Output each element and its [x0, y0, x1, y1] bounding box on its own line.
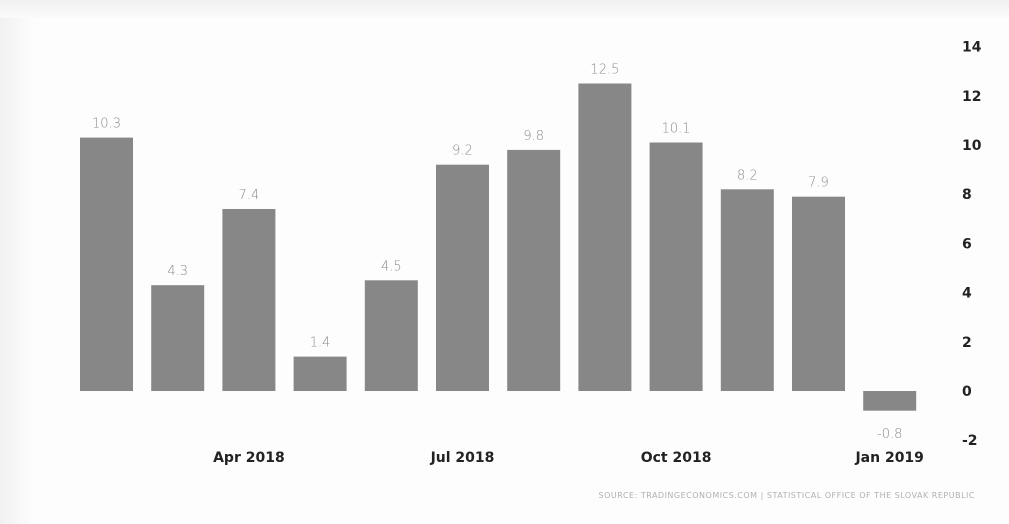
data-label-mar-2018: 4.3 — [167, 264, 188, 279]
y-tick-label: 12 — [962, 89, 981, 105]
y-axis: 14 12 10 8 6 4 2 0 -2 — [962, 40, 982, 450]
y-tick-label: 8 — [962, 187, 972, 203]
data-label-may-2018: 1.4 — [310, 336, 331, 351]
bar-labels-layer: 10.3 4.3 7.4 1.4 4.5 9.2 9.8 12.5 10.1 8.2 7.9 -0.8 — [92, 63, 902, 443]
source-note: SOURCE: TRADINGECONOMICS.COM | STATISTIC… — [599, 491, 975, 500]
y-tick-label: 4 — [962, 286, 972, 302]
bar-apr-2018 — [222, 209, 276, 391]
x-tick-label: Jan 2019 — [854, 450, 923, 466]
bars-layer — [80, 83, 917, 411]
data-label-oct-2018: 10.1 — [662, 122, 691, 137]
data-label-jul-2018: 9.2 — [452, 144, 473, 159]
data-label-sep-2018: 12.5 — [590, 63, 619, 78]
y-tick-label: 14 — [962, 40, 982, 56]
data-label-dec-2018: 7.9 — [808, 176, 829, 191]
scan-edge-left — [0, 0, 34, 524]
data-label-aug-2018: 9.8 — [523, 129, 544, 144]
y-tick-label: 6 — [962, 236, 972, 252]
scan-edge-top — [0, 0, 1009, 18]
y-tick-label: 10 — [962, 138, 982, 154]
bar-feb-2018 — [80, 137, 133, 391]
bar-jan-2019 — [863, 391, 917, 411]
bar-may-2018 — [293, 356, 347, 391]
x-tick-label: Jul 2018 — [430, 450, 495, 466]
data-label-jan-2019: -0.8 — [877, 427, 902, 442]
y-tick-label: 0 — [962, 384, 972, 400]
data-label-nov-2018: 8.2 — [737, 168, 758, 183]
y-tick-label: 2 — [962, 335, 972, 351]
bar-aug-2018 — [507, 149, 561, 391]
bar-dec-2018 — [792, 196, 845, 391]
bar-sep-2018 — [578, 83, 632, 391]
x-axis: Apr 2018 Jul 2018 Oct 2018 Jan 2019 — [213, 450, 924, 466]
data-label-feb-2018: 10.3 — [92, 117, 121, 132]
bar-jul-2018 — [436, 164, 489, 391]
y-tick-label: -2 — [962, 433, 978, 449]
bar-mar-2018 — [151, 285, 205, 391]
bar-jun-2018 — [364, 280, 418, 391]
bar-oct-2018 — [649, 142, 703, 391]
data-label-jun-2018: 4.5 — [381, 259, 402, 274]
bar-nov-2018 — [720, 189, 774, 391]
x-tick-label: Oct 2018 — [641, 450, 712, 466]
x-tick-label: Apr 2018 — [213, 450, 285, 466]
data-label-apr-2018: 7.4 — [239, 188, 260, 203]
